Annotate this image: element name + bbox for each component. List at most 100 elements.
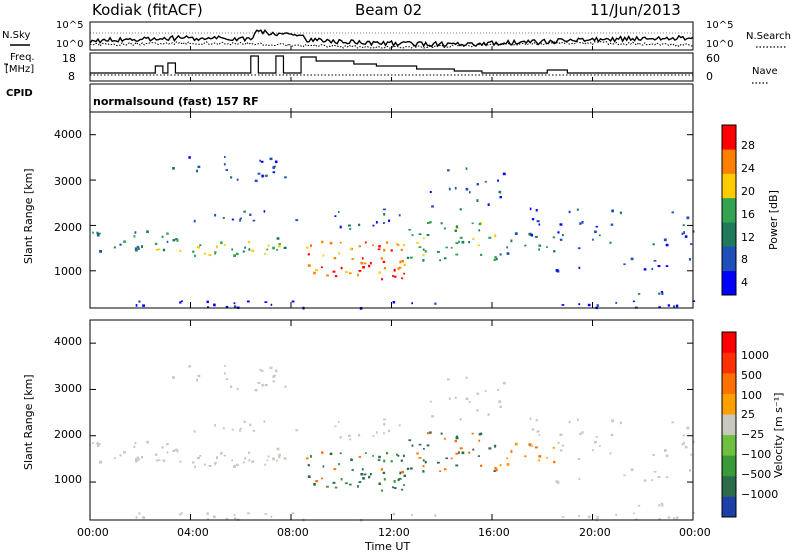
noise-tick-left-top: 10^5	[56, 20, 84, 31]
velocity-cell	[692, 512, 696, 514]
velocity-colorbar-swatch	[722, 496, 736, 518]
velocity-cell	[660, 502, 664, 505]
power-colorbar-swatch	[722, 197, 736, 223]
velocity-cell	[141, 455, 143, 459]
velocity-cbar-label: Velocity [m s⁻¹]	[772, 392, 785, 478]
velocity-cell	[397, 454, 400, 457]
power-cell	[203, 252, 206, 255]
power-cell	[246, 300, 250, 303]
power-cell	[272, 246, 275, 250]
power-cell	[306, 246, 309, 249]
velocity-cell	[339, 452, 342, 455]
noise-tick-right-bottom: 10^0	[706, 39, 734, 50]
power-colorbar-swatch	[722, 270, 736, 296]
power-cell	[113, 246, 116, 249]
velocity-cell	[199, 455, 202, 457]
velocity-cell	[651, 479, 654, 482]
power-cell	[643, 268, 647, 271]
freq-tick-bottom: 8	[68, 70, 75, 83]
velocity-cell	[134, 458, 138, 461]
velocity-cell	[553, 460, 556, 464]
velocity-cell	[383, 423, 386, 426]
power-cell	[472, 238, 475, 240]
velocity-cell	[686, 426, 690, 430]
velocity-cell	[596, 516, 599, 519]
power-cell	[224, 156, 226, 158]
nave-tick-top: 60	[706, 52, 720, 65]
velocity-cell	[665, 454, 669, 457]
velocity-cell	[233, 514, 236, 517]
power-cell	[506, 252, 510, 255]
velocity-cell	[135, 516, 138, 519]
velocity-cell	[252, 430, 256, 432]
velocity-cell	[193, 430, 196, 433]
power-cell	[197, 246, 200, 249]
velocity-cell	[401, 470, 404, 474]
velocity-cell	[592, 449, 594, 452]
velocity-cell	[643, 479, 647, 482]
velocity-cell	[577, 458, 581, 460]
velocity-cell	[370, 473, 372, 476]
velocity-cell	[595, 436, 598, 438]
power-cell	[136, 245, 139, 249]
power-cell	[172, 167, 175, 170]
power-ytick-1000: 1000	[54, 265, 82, 278]
velocity-cell	[283, 457, 287, 460]
velocity-cell	[436, 461, 440, 464]
velocity-cell	[361, 468, 364, 471]
power-cell	[239, 217, 242, 220]
power-cell	[499, 196, 502, 199]
power-cell	[514, 232, 518, 235]
velocity-cell	[175, 448, 178, 451]
power-cell	[422, 248, 425, 251]
velocity-cell	[213, 515, 216, 519]
power-cell	[459, 208, 462, 211]
velocity-cell	[337, 421, 340, 423]
velocity-cell	[576, 418, 579, 421]
power-cell	[609, 241, 612, 244]
velocity-cell	[667, 516, 670, 519]
velocity-cell	[665, 476, 669, 479]
vel-cbar-tick-100: 100	[741, 389, 762, 402]
velocity-cell	[358, 456, 362, 458]
velocity-cell	[257, 381, 261, 384]
velocity-cell	[340, 478, 343, 481]
power-cell	[264, 174, 268, 177]
velocity-cell	[251, 460, 255, 463]
velocity-cell	[307, 464, 310, 467]
power-cell	[141, 245, 143, 248]
velocity-cell	[658, 504, 661, 507]
beam-title: Beam 02	[355, 1, 423, 19]
power-cell	[340, 266, 343, 270]
power-cell	[270, 303, 273, 306]
power-cell	[208, 254, 212, 257]
power-cell	[497, 179, 499, 182]
nsky-label: N.Sky	[2, 30, 31, 41]
velocity-cell	[598, 445, 601, 447]
power-cell	[408, 228, 412, 231]
power-cell	[123, 240, 126, 243]
power-cell	[538, 244, 542, 247]
power-cell	[249, 213, 252, 216]
power-cell	[138, 300, 141, 303]
power-cell	[135, 304, 138, 307]
noise-tick-left-bottom: 10^0	[56, 39, 84, 50]
power-cell	[172, 239, 176, 242]
power-cell	[598, 234, 601, 237]
velocity-cell	[351, 469, 354, 471]
velocity-cell	[476, 392, 479, 395]
power-cell	[295, 219, 299, 222]
power-panel-frame	[89, 111, 694, 309]
power-cell	[416, 241, 419, 244]
power-cell	[637, 293, 641, 295]
velocity-cell	[682, 434, 685, 437]
power-cell	[552, 236, 555, 239]
velocity-cell	[439, 470, 442, 473]
power-cell	[322, 254, 325, 257]
velocity-ytick-3000: 3000	[54, 382, 82, 395]
power-cell	[383, 248, 386, 252]
velocity-cell	[272, 457, 275, 461]
power-cell	[499, 253, 502, 256]
power-cell	[214, 213, 217, 217]
power-cell	[368, 264, 371, 268]
